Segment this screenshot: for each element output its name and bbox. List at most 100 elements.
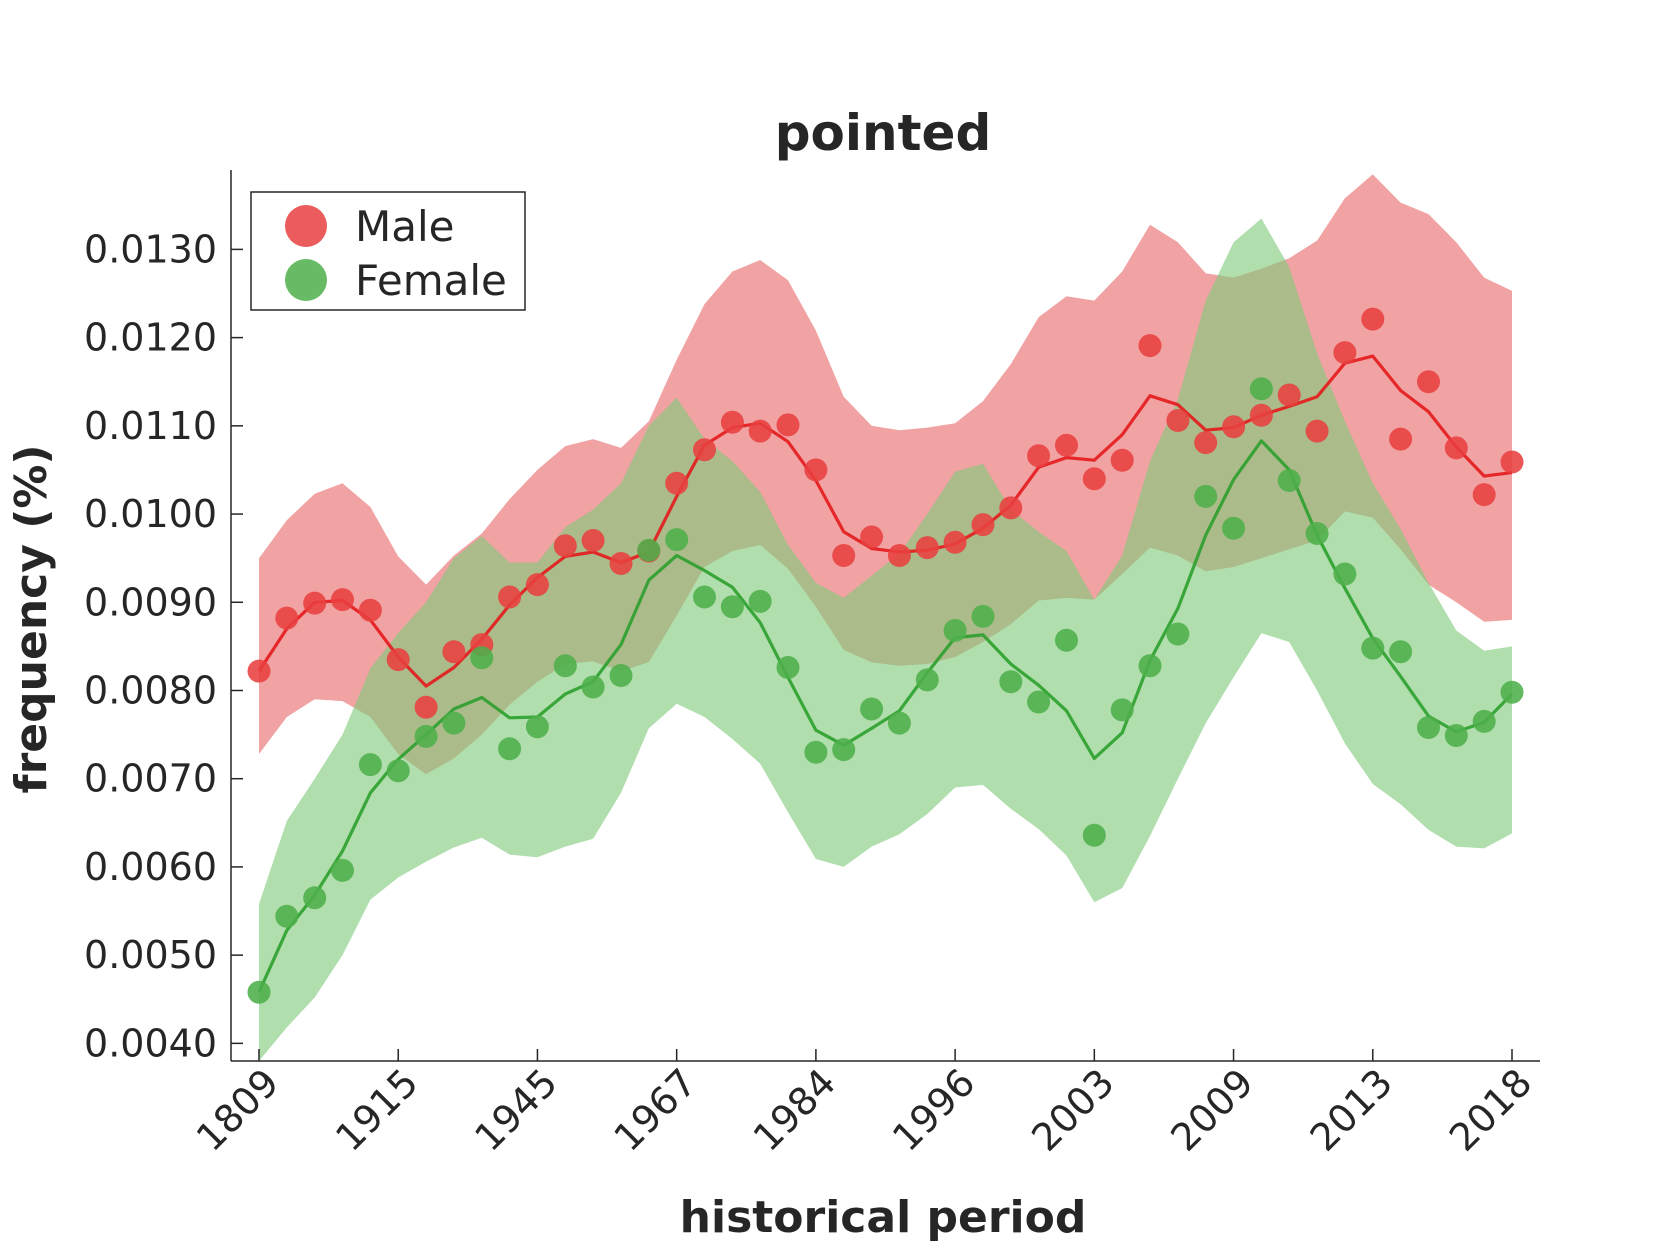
- data-point-female: [748, 589, 772, 613]
- data-point-female: [720, 595, 744, 619]
- data-point-female: [303, 886, 327, 910]
- x-axis-label: historical period: [680, 1192, 1087, 1243]
- data-point-male: [498, 585, 522, 609]
- data-point-male: [1305, 419, 1329, 443]
- y-tick-label: 0.0110: [84, 404, 217, 448]
- data-point-male: [1194, 431, 1218, 455]
- data-point-female: [275, 904, 299, 928]
- data-point-female: [999, 670, 1023, 694]
- data-point-female: [1222, 516, 1246, 540]
- data-point-male: [553, 534, 577, 558]
- data-point-male: [358, 598, 382, 622]
- data-point-female: [1361, 636, 1385, 660]
- data-point-male: [1055, 433, 1078, 457]
- data-point-male: [776, 413, 800, 437]
- data-point-female: [1444, 724, 1468, 747]
- data-point-female: [804, 740, 828, 764]
- legend-label-male: Male: [355, 202, 454, 251]
- data-point-female: [525, 715, 549, 739]
- data-point-male: [1472, 483, 1496, 507]
- data-point-male: [442, 640, 466, 664]
- y-tick-label: 0.0050: [84, 933, 217, 977]
- data-point-female: [943, 619, 967, 642]
- data-point-female: [1417, 716, 1440, 739]
- data-point-male: [1500, 450, 1524, 474]
- data-point-female: [553, 654, 577, 678]
- band-female: [259, 218, 1512, 1061]
- data-point-female: [1389, 640, 1413, 664]
- data-point-male: [971, 513, 995, 537]
- data-point-female: [1305, 522, 1329, 545]
- legend-label-female: Female: [355, 256, 507, 305]
- y-tick-label: 0.0040: [84, 1021, 217, 1065]
- data-point-female: [1138, 654, 1162, 678]
- data-point-female: [386, 759, 410, 783]
- data-point-male: [609, 552, 633, 575]
- data-point-male: [1110, 448, 1134, 472]
- data-point-female: [1333, 562, 1357, 586]
- x-tick-label: 2018: [1441, 1060, 1541, 1160]
- x-tick-label: 1945: [466, 1060, 566, 1160]
- data-point-female: [860, 697, 884, 721]
- trend-lines: [257, 354, 1514, 993]
- data-points: [247, 307, 1524, 1004]
- data-point-male: [1333, 341, 1357, 365]
- data-point-female: [1472, 709, 1496, 733]
- data-point-female: [470, 646, 494, 670]
- data-point-male: [860, 525, 884, 549]
- data-point-female: [887, 711, 911, 735]
- data-point-female: [1055, 628, 1078, 652]
- data-point-female: [247, 980, 271, 1004]
- x-tick-label: 1996: [884, 1060, 984, 1160]
- data-point-male: [915, 536, 939, 560]
- chart-title: pointed: [775, 104, 991, 162]
- legend-marker-female: [285, 259, 327, 301]
- y-tick-label: 0.0130: [84, 227, 217, 271]
- data-point-female: [1194, 484, 1218, 508]
- data-point-male: [331, 588, 354, 612]
- data-point-male: [1222, 415, 1246, 439]
- data-point-male: [525, 573, 549, 597]
- data-point-female: [1082, 823, 1106, 847]
- data-point-male: [386, 648, 410, 672]
- y-tick-label: 0.0100: [84, 492, 217, 536]
- legend-marker-male: [285, 205, 327, 247]
- y-axis-label: frequency (%): [6, 444, 57, 793]
- data-point-male: [1249, 403, 1273, 427]
- data-point-female: [1500, 680, 1524, 704]
- data-point-male: [303, 591, 327, 615]
- trend-line-male: [257, 354, 1513, 688]
- data-point-female: [971, 604, 995, 628]
- x-tick-label: 1967: [606, 1060, 706, 1160]
- x-tick-label: 1809: [188, 1060, 288, 1160]
- x-tick-label: 2003: [1023, 1060, 1123, 1160]
- data-point-male: [832, 544, 856, 567]
- data-point-male: [720, 410, 744, 434]
- y-tick-label: 0.0120: [84, 316, 217, 360]
- x-tick-label: 1984: [745, 1060, 845, 1160]
- data-point-male: [887, 544, 911, 567]
- data-point-female: [693, 585, 716, 609]
- data-point-male: [1166, 409, 1190, 432]
- x-tick-label: 1915: [327, 1060, 427, 1160]
- data-point-male: [665, 471, 689, 495]
- data-point-male: [1138, 334, 1162, 358]
- y-tick-label: 0.0080: [84, 668, 217, 712]
- data-point-male: [1361, 307, 1385, 331]
- data-point-female: [776, 656, 800, 679]
- data-point-female: [609, 664, 633, 687]
- data-point-male: [999, 496, 1023, 520]
- data-point-female: [1110, 698, 1134, 722]
- data-point-female: [581, 675, 605, 699]
- data-point-female: [358, 753, 382, 777]
- data-point-male: [1417, 370, 1440, 394]
- y-tick-label: 0.0090: [84, 580, 217, 624]
- data-point-female: [498, 737, 522, 761]
- data-point-female: [1027, 690, 1051, 714]
- data-point-male: [1027, 444, 1051, 468]
- data-point-male: [275, 606, 299, 630]
- data-point-male: [943, 530, 967, 554]
- data-point-female: [1277, 469, 1301, 492]
- data-point-male: [804, 458, 828, 482]
